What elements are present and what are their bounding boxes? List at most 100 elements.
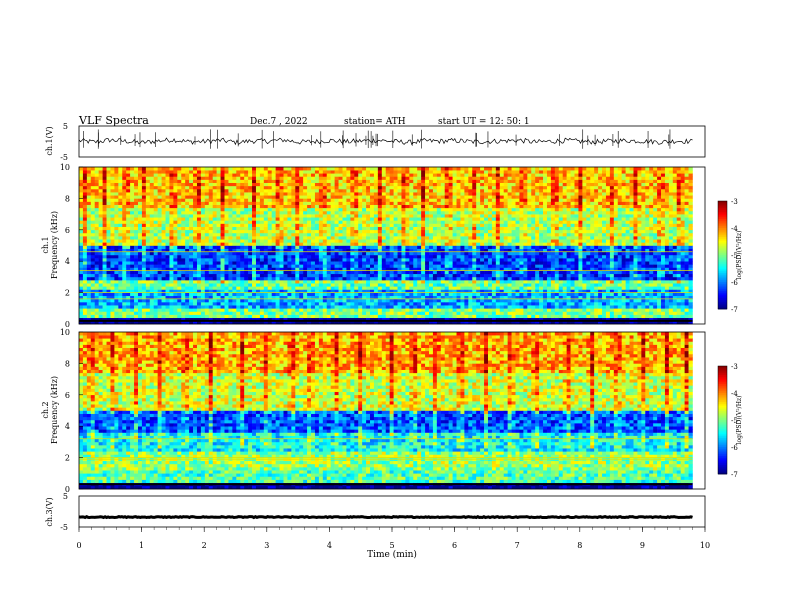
spectrogram-cell — [307, 317, 312, 322]
spectrogram-cell — [177, 314, 182, 319]
spectrogram-cell — [189, 239, 194, 243]
spectrogram-cell — [311, 179, 316, 183]
spectrogram-cell — [389, 170, 394, 174]
spectrogram-cell — [326, 286, 331, 290]
spectrogram-cell — [212, 254, 217, 259]
spectrogram-cell — [102, 195, 107, 199]
spectrogram-cell — [173, 192, 178, 196]
spectrogram-cell — [212, 280, 217, 284]
spectrogram-cell — [456, 258, 461, 262]
spectrogram-cell — [173, 204, 178, 209]
spectrogram-cell — [94, 226, 99, 231]
spectrogram-cell — [358, 292, 363, 297]
spectrogram-cell — [248, 201, 253, 205]
spectrogram-cell — [157, 248, 162, 253]
spectrogram-cell — [137, 220, 143, 224]
spectrogram-cell — [236, 289, 241, 293]
spectrogram-cell — [342, 173, 347, 177]
spectrogram-cell — [299, 311, 304, 315]
spectrogram-cell — [413, 185, 418, 190]
spectrogram-cell — [318, 298, 324, 303]
spectrogram-cell — [271, 317, 276, 322]
spectrogram-cell — [385, 214, 390, 218]
spectrogram-cell — [366, 286, 371, 290]
spectrogram-cell — [417, 173, 422, 177]
spectrogram-cell — [330, 267, 335, 271]
spectrogram-cell — [134, 229, 139, 234]
spectrogram-cell — [177, 270, 182, 275]
spectrogram-cell — [295, 226, 300, 231]
spectrogram-cell — [98, 170, 103, 174]
spectrogram-cell — [425, 320, 430, 325]
spectrogram-cell — [421, 317, 426, 322]
spectrogram-cell — [94, 236, 99, 240]
spectrogram-cell — [377, 292, 383, 297]
spectrogram-cell — [314, 226, 320, 231]
spectrogram-cell — [452, 214, 457, 218]
spectrogram-cell — [295, 173, 300, 177]
spectrogram-cell — [362, 185, 367, 190]
spectrogram-cell — [436, 314, 442, 319]
spectrogram-cell — [90, 170, 96, 174]
spectrogram-cell — [464, 311, 469, 315]
spectrogram-cell — [413, 201, 418, 205]
spectrogram-cell — [130, 314, 135, 319]
spectrogram-cell — [137, 167, 143, 171]
spectrogram-cell — [464, 229, 469, 234]
spectrogram-cell — [405, 295, 410, 300]
spectrogram-cell — [236, 267, 241, 271]
spectrogram-cell — [401, 170, 406, 174]
spectrogram-cell — [165, 185, 170, 190]
spectrogram-cell — [436, 267, 442, 271]
spectrogram-cell — [94, 210, 99, 215]
spectrogram-cell — [452, 273, 457, 278]
spectrogram-cell — [102, 176, 107, 180]
spectrogram-cell — [350, 286, 355, 290]
spectrogram-cell — [94, 207, 99, 212]
spectrogram-cell — [185, 236, 190, 240]
spectrogram-cell — [204, 207, 210, 212]
spectrogram-cell — [444, 251, 449, 256]
spectrogram-cell — [212, 195, 217, 199]
spectrogram-cell — [311, 258, 316, 262]
spectrogram-cell — [263, 305, 269, 309]
spectrogram-cell — [153, 217, 158, 221]
spectrogram-cell — [110, 286, 115, 290]
spectrogram-cell — [444, 170, 449, 174]
spectrogram-cell — [240, 239, 245, 243]
spectrogram-cell — [212, 192, 217, 196]
spectrogram-cell — [165, 204, 170, 209]
spectrogram-cell — [452, 302, 457, 306]
spectrogram-cell — [220, 248, 225, 253]
spectrogram-cell — [232, 195, 237, 199]
spectrogram-cell — [397, 192, 402, 196]
spectrogram-cell — [267, 236, 272, 240]
spectrogram-cell — [224, 317, 229, 322]
spectrogram-cell — [208, 229, 213, 234]
spectrogram-cell — [216, 236, 221, 240]
spectrogram-cell — [401, 264, 406, 268]
spectrogram-cell — [244, 207, 249, 212]
spectrogram-cell — [303, 236, 308, 240]
spectrogram-cell — [118, 182, 123, 187]
spectrogram-cell — [224, 210, 229, 215]
spectrogram-cell — [366, 179, 371, 183]
spectrogram-cell — [126, 248, 131, 253]
spectrogram-cell — [338, 188, 343, 193]
spectrogram-cell — [440, 270, 446, 275]
spectrogram-cell — [358, 201, 363, 205]
spectrogram-cell — [220, 214, 225, 218]
spectrogram-cell — [275, 167, 280, 171]
spectrogram-cell — [425, 298, 430, 303]
spectrogram-cell — [342, 317, 347, 322]
spectrogram-cell — [436, 198, 442, 202]
spectrogram-cell — [193, 223, 198, 227]
spectrogram-cell — [189, 258, 194, 262]
spectrogram-cell — [303, 239, 308, 243]
spectrogram-cell — [307, 264, 312, 268]
spectrogram-cell — [181, 289, 186, 293]
spectrogram-cell — [259, 264, 265, 268]
spectrogram-cell — [377, 270, 383, 275]
spectrogram-cell — [252, 280, 257, 284]
spectrogram-cell — [212, 176, 217, 180]
